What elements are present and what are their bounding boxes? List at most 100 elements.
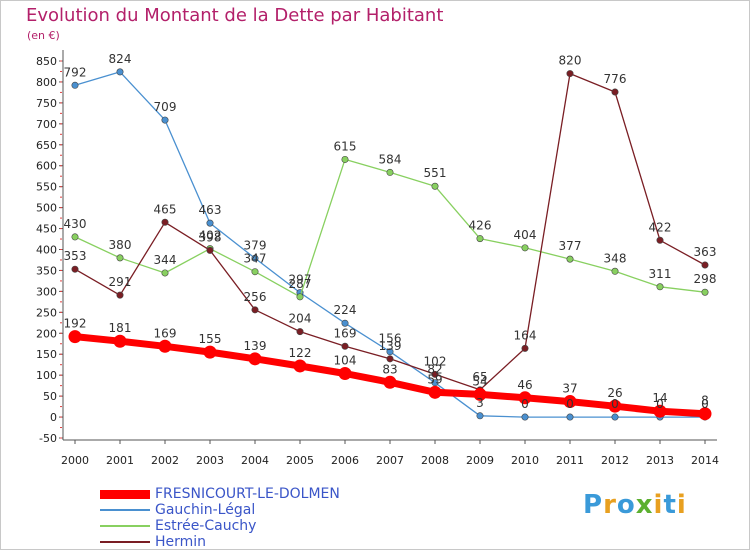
data-label: 3 — [476, 396, 484, 410]
data-label: 377 — [559, 239, 582, 253]
data-point — [476, 235, 484, 243]
data-label: 0 — [656, 397, 664, 411]
y-tick-label: 0 — [50, 411, 57, 424]
data-point — [656, 283, 664, 291]
data-label: 820 — [559, 54, 582, 68]
y-tick-label: 650 — [36, 139, 57, 152]
data-label: 256 — [244, 290, 267, 304]
data-point — [386, 168, 394, 176]
x-tick-label: 2003 — [196, 454, 224, 467]
data-point — [113, 334, 127, 348]
data-point — [611, 267, 619, 275]
legend-item: FRESNICOURT-LE-DOLMEN — [100, 486, 340, 502]
y-tick-label: 100 — [36, 369, 57, 382]
data-point — [251, 254, 259, 262]
data-label: 82 — [427, 363, 442, 377]
y-tick-label: 700 — [36, 118, 57, 131]
data-point — [338, 366, 352, 380]
data-label: 204 — [289, 312, 312, 326]
data-label: 353 — [64, 249, 87, 263]
legend-label: Gauchin-Légal — [155, 502, 256, 518]
x-tick-label: 2004 — [241, 454, 269, 467]
data-point — [71, 265, 79, 273]
data-point — [293, 359, 307, 373]
x-tick-label: 2007 — [376, 454, 404, 467]
data-point — [116, 291, 124, 299]
data-label: 37 — [562, 382, 577, 396]
data-point — [71, 233, 79, 241]
data-label: 139 — [379, 339, 402, 353]
data-point — [653, 404, 667, 418]
data-point — [296, 328, 304, 336]
data-point — [428, 385, 442, 399]
y-tick-label: 250 — [36, 306, 57, 319]
data-label: 463 — [199, 203, 222, 217]
y-tick-label: 750 — [36, 97, 57, 110]
data-label: 551 — [424, 166, 447, 180]
proxiti-logo: Proxiti — [583, 490, 687, 520]
data-label: 0 — [701, 397, 709, 411]
data-point — [116, 254, 124, 262]
data-label: 46 — [517, 378, 532, 392]
data-point — [383, 375, 397, 389]
data-label: 102 — [424, 354, 447, 368]
x-tick-label: 2005 — [286, 454, 314, 467]
data-point — [341, 155, 349, 163]
data-label: 54 — [472, 374, 487, 388]
y-tick-label: 50 — [43, 390, 57, 403]
data-point — [158, 339, 172, 353]
logo-letter: x — [635, 490, 654, 520]
data-point — [386, 348, 394, 356]
data-label: 169 — [334, 326, 357, 340]
data-label: 0 — [566, 397, 574, 411]
data-label: 426 — [469, 219, 492, 233]
data-point — [251, 306, 259, 314]
x-tick-label: 2013 — [646, 454, 674, 467]
data-label: 164 — [514, 328, 537, 342]
data-point — [698, 407, 712, 421]
y-tick-label: -50 — [39, 432, 57, 445]
data-point — [521, 344, 529, 352]
data-label: 379 — [244, 238, 267, 252]
logo-letter: i — [676, 490, 687, 520]
y-tick-label: 150 — [36, 348, 57, 361]
y-tick-label: 450 — [36, 223, 57, 236]
data-point — [521, 244, 529, 252]
data-label: 404 — [514, 228, 537, 242]
data-label: 380 — [109, 238, 132, 252]
y-tick-label: 600 — [36, 160, 57, 173]
data-point — [566, 255, 574, 263]
data-point — [566, 70, 574, 78]
data-point — [563, 395, 577, 409]
y-tick-label: 550 — [36, 181, 57, 194]
y-tick-label: 350 — [36, 264, 57, 277]
data-label: 181 — [109, 321, 132, 335]
data-label: 104 — [334, 353, 357, 367]
legend-item: Estrée-Cauchy — [100, 518, 256, 534]
x-tick-label: 2010 — [511, 454, 539, 467]
x-tick-label: 2002 — [151, 454, 179, 467]
logo-letter: t — [663, 490, 677, 520]
data-label: 297 — [289, 273, 312, 287]
data-label: 709 — [154, 100, 177, 114]
data-label: 83 — [382, 362, 397, 376]
legend-swatch — [100, 525, 150, 527]
data-point — [116, 68, 124, 76]
y-tick-label: 500 — [36, 202, 57, 215]
chart-title: Evolution du Montant de la Dette par Hab… — [26, 5, 444, 26]
legend-item: Hermin — [100, 534, 206, 550]
logo-letter: P — [583, 490, 604, 520]
data-point — [473, 387, 487, 401]
data-label: 26 — [607, 386, 622, 400]
data-label: 615 — [334, 139, 357, 153]
data-point — [608, 399, 622, 413]
legend-swatch — [100, 509, 150, 511]
logo-letter: i — [653, 490, 664, 520]
legend-label: Hermin — [155, 534, 207, 550]
data-label: 430 — [64, 217, 87, 231]
data-label: 402 — [199, 229, 222, 243]
data-label: 169 — [154, 326, 177, 340]
data-label: 584 — [379, 152, 402, 166]
data-label: 156 — [379, 332, 402, 346]
